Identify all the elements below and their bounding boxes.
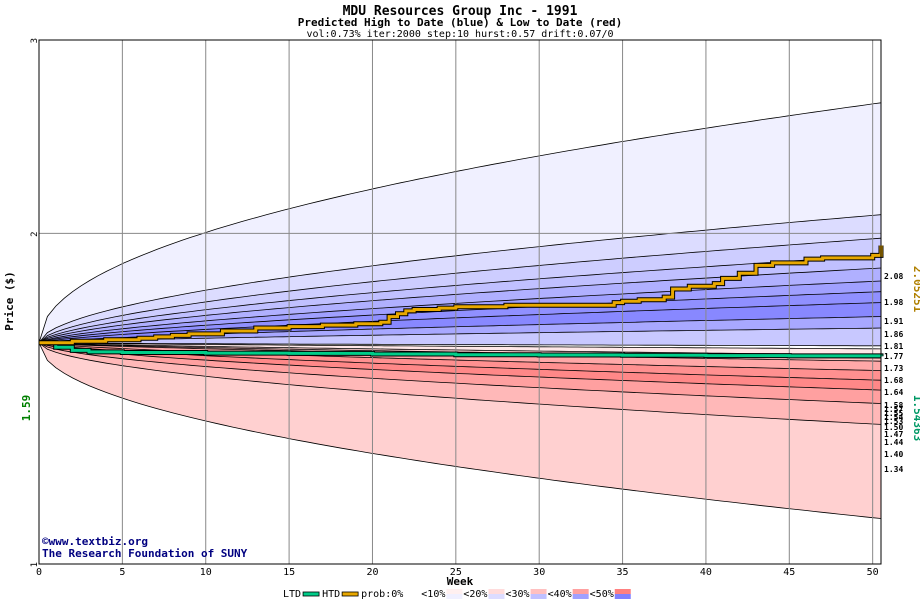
htd-end-label: 2.05251 bbox=[911, 266, 920, 313]
low-quantile-line bbox=[38, 342, 882, 404]
x-tick-label: 20 bbox=[366, 567, 378, 578]
legend-swatch bbox=[530, 594, 547, 599]
legend-label: LTD bbox=[283, 589, 301, 600]
legend-swatch bbox=[614, 594, 631, 599]
htd-series-line bbox=[39, 245, 883, 345]
x-tick-label: 0 bbox=[36, 567, 42, 578]
legend-swatch bbox=[572, 589, 589, 594]
high-quantile-line bbox=[38, 237, 882, 344]
legend-label: <30% bbox=[505, 589, 529, 600]
y-tick-label: 1 bbox=[30, 562, 40, 567]
legend-swatch bbox=[614, 589, 631, 594]
right-quantile-label: 1.91 bbox=[884, 317, 903, 326]
x-tick-label: 50 bbox=[867, 567, 879, 578]
right-quantile-label: 1.64 bbox=[884, 388, 903, 397]
x-tick-label: 5 bbox=[119, 567, 125, 578]
legend-swatch bbox=[341, 591, 359, 597]
high-quantile-line bbox=[38, 280, 882, 344]
right-quantile-label: 1.57 bbox=[884, 405, 903, 414]
legend-label: <40% bbox=[548, 589, 572, 600]
x-tick-label: 10 bbox=[200, 567, 212, 578]
right-quantile-label: 1.34 bbox=[884, 465, 903, 474]
right-quantile-label: 1.54 bbox=[884, 413, 903, 422]
high-band bbox=[39, 238, 881, 343]
high-quantile-line bbox=[38, 302, 882, 344]
legend-label: HTD bbox=[322, 589, 340, 600]
x-tick-label: 35 bbox=[617, 567, 629, 578]
x-tick-label: 15 bbox=[283, 567, 295, 578]
low-band bbox=[39, 342, 881, 355]
chart-subtitle: Predicted High to Date (blue) & Low to D… bbox=[298, 16, 623, 29]
x-tick-label: 40 bbox=[700, 567, 712, 578]
start-price-label: 1.59 bbox=[20, 395, 33, 422]
x-axis-label: Week bbox=[447, 575, 474, 588]
plot-frame bbox=[38, 39, 882, 565]
right-quantile-label: 1.98 bbox=[884, 298, 903, 307]
high-quantile-line bbox=[38, 214, 882, 344]
high-band bbox=[39, 214, 881, 343]
legend-swatch bbox=[572, 594, 589, 599]
right-quantile-label: 1.68 bbox=[884, 376, 903, 385]
low-band bbox=[39, 342, 881, 519]
right-quantile-label: 1.81 bbox=[884, 342, 903, 351]
right-quantile-label: 1.44 bbox=[884, 438, 903, 447]
high-quantile-line bbox=[38, 291, 882, 344]
high-quantile-line bbox=[38, 327, 882, 344]
legend-label: prob:0% bbox=[361, 589, 403, 600]
legend-swatch bbox=[488, 594, 505, 599]
y-tick-label: 2 bbox=[30, 231, 40, 236]
legend-swatch bbox=[488, 589, 505, 594]
y-axis-label: Price ($) bbox=[3, 271, 16, 331]
legend-swatch bbox=[530, 589, 547, 594]
right-quantile-label: 1.55 bbox=[884, 409, 903, 418]
ltd-series-line bbox=[39, 341, 883, 358]
right-quantile-label: 1.73 bbox=[884, 364, 903, 373]
low-quantile-line bbox=[38, 342, 882, 350]
right-quantile-label: 1.86 bbox=[884, 330, 903, 339]
legend: LTD HTD prob:0% <10% <20% <30% <40% <50% bbox=[283, 589, 631, 600]
chart-title: MDU Resources Group Inc - 1991 bbox=[343, 4, 578, 19]
low-quantile-line bbox=[38, 342, 882, 425]
high-quantile-line bbox=[38, 102, 882, 343]
high-band bbox=[39, 291, 881, 343]
legend-swatch bbox=[404, 589, 421, 599]
y-tick-label: 3 bbox=[30, 38, 40, 43]
x-tick-label: 30 bbox=[533, 567, 545, 578]
right-quantile-label: 1.77 bbox=[884, 352, 903, 361]
watermark-line1: ©www.textbiz.org bbox=[42, 535, 148, 548]
x-tick-label: 45 bbox=[783, 567, 795, 578]
right-quantile-label: 1.47 bbox=[884, 430, 903, 439]
low-quantile-line bbox=[38, 342, 882, 391]
right-quantile-label: 1.58 bbox=[884, 401, 903, 410]
high-band bbox=[39, 255, 881, 343]
ltd-end-label: 1.54363 bbox=[911, 395, 920, 441]
legend-label: <20% bbox=[463, 589, 487, 600]
right-quantile-label: 2.08 bbox=[884, 272, 903, 281]
right-quantile-label: 1.53 bbox=[884, 417, 903, 426]
x-tick-label: 25 bbox=[450, 567, 462, 578]
legend-swatch bbox=[302, 591, 320, 597]
low-band bbox=[39, 342, 881, 404]
right-quantile-label: 1.50 bbox=[884, 423, 903, 432]
legend-swatch bbox=[446, 594, 463, 599]
legend-label: <50% bbox=[590, 589, 614, 600]
low-band bbox=[39, 342, 881, 391]
low-band bbox=[39, 342, 881, 381]
low-quantile-line bbox=[38, 342, 882, 519]
chart-params: vol:0.73% iter:2000 step:10 hurst:0.57 d… bbox=[306, 29, 613, 40]
plot-area: 0 5 10 15 20 25 30 35 40 45 50 1 2 3 2.08 1.98 1.91 1.86 1… bbox=[30, 38, 903, 578]
high-quantile-line bbox=[38, 342, 881, 347]
legend-label: <10% bbox=[421, 589, 445, 600]
right-quantile-label: 1.40 bbox=[884, 450, 903, 459]
legend-swatch bbox=[446, 589, 463, 594]
watermark-line2: The Research Foundation of SUNY bbox=[42, 547, 248, 560]
high-quantile-line bbox=[38, 255, 882, 344]
high-band bbox=[39, 328, 881, 346]
high-band bbox=[39, 316, 881, 343]
